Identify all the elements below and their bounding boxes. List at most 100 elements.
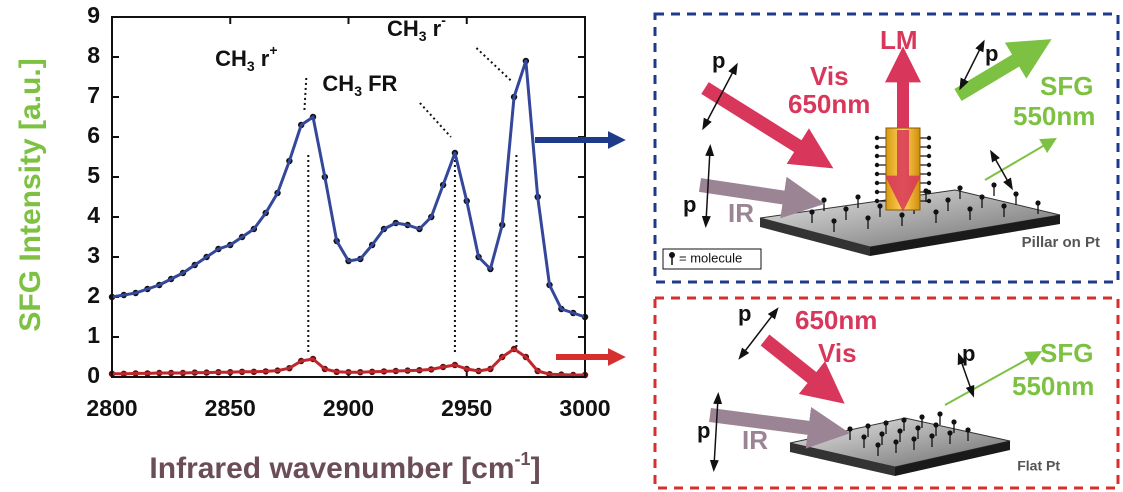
label: p (712, 48, 725, 73)
molecule (965, 427, 971, 433)
molecule (874, 162, 880, 168)
molecule (991, 182, 997, 188)
legend-symbol (669, 252, 675, 258)
molecule (919, 414, 925, 420)
label: p (697, 418, 710, 443)
annotation-sub: 3 (354, 83, 362, 99)
annotation-leader (475, 47, 514, 83)
polarization (990, 149, 1013, 191)
label: Vis (818, 338, 857, 368)
polarization (957, 352, 975, 398)
label: p (985, 41, 998, 66)
molecule (874, 198, 880, 204)
molecule (874, 153, 880, 159)
molecule (911, 436, 917, 442)
annotation-main: CH (215, 46, 247, 71)
label: SFG (1040, 71, 1093, 101)
molecule (874, 135, 880, 141)
annotation-rest: FR (362, 71, 398, 96)
label: 550nm (1013, 101, 1095, 131)
molecule (879, 431, 885, 437)
x-axis-label: Infrared wavenumber [cm-1] (149, 449, 540, 485)
molecule (957, 185, 963, 191)
molecule (899, 212, 905, 218)
substrate-side (790, 443, 895, 476)
polarization (701, 144, 715, 228)
molecule (897, 428, 903, 434)
y-tick-label: 1 (87, 322, 100, 348)
molecule (947, 430, 953, 436)
ir-beam (698, 176, 825, 219)
molecule (847, 426, 853, 432)
y-tick-label: 0 (87, 362, 100, 388)
molecule (926, 189, 932, 195)
molecule (821, 197, 827, 203)
molecule (855, 194, 861, 200)
annotation-rest: r (427, 16, 442, 41)
annotation-main: CH (387, 16, 419, 41)
molecule (865, 215, 871, 221)
x-tick-label: 2900 (323, 395, 374, 421)
molecule (951, 419, 957, 425)
x-tick-label: 2850 (205, 395, 256, 421)
panel-border (653, 12, 1120, 284)
molecule (929, 433, 935, 439)
molecule (967, 206, 973, 212)
y-tick-label: 2 (87, 282, 100, 308)
x-axis-label-end: ] (531, 452, 541, 485)
x-axis-label-text: Infrared wavenumber [cm (149, 452, 514, 485)
y-tick-label: 7 (87, 82, 100, 108)
annotation-leader (419, 102, 452, 138)
molecule (1035, 200, 1041, 206)
panel-border (653, 296, 1120, 490)
annotation-sub: 3 (247, 58, 255, 74)
y-tick-label: 5 (87, 162, 100, 188)
molecule (933, 422, 939, 428)
x-tick-label: 2950 (441, 395, 492, 421)
x-tick-label: 3000 (559, 395, 610, 421)
label: Vis (810, 61, 849, 91)
molecule (877, 203, 883, 209)
pillar-panel: p Vis 650nm LM p SFG 550nm p IR = molecu… (653, 12, 1120, 284)
molecule (926, 198, 932, 204)
label: p (683, 192, 696, 217)
label: LM (880, 25, 918, 55)
molecule (937, 411, 943, 417)
label: IR (728, 198, 754, 228)
molecule (926, 144, 932, 150)
caption: Pillar on Pt (1022, 234, 1100, 251)
y-tick-label: 4 (87, 202, 100, 228)
legend-text: = molecule (679, 250, 742, 265)
molecule (874, 171, 880, 177)
y-tick-label: 9 (87, 2, 100, 28)
molecule (945, 197, 951, 203)
series-line (112, 347, 585, 377)
annotation: CH3 FR (322, 71, 397, 99)
molecule (915, 425, 921, 431)
molecule (831, 218, 837, 224)
molecule (874, 189, 880, 195)
molecule (926, 180, 932, 186)
legend-box (662, 248, 762, 270)
molecule (926, 162, 932, 168)
y-axis-label: SFG Intensity [a.u.] (14, 58, 47, 331)
vis-beam (760, 334, 845, 404)
molecule (883, 420, 889, 426)
molecule (1001, 203, 1007, 209)
annotation-sup: - (441, 12, 446, 28)
label: IR (742, 425, 768, 455)
molecule (843, 206, 849, 212)
x-axis-label-sup: -1 (515, 449, 531, 469)
polarization (738, 307, 779, 360)
annotation: CH3 r+ (215, 42, 277, 74)
substrate-side (895, 441, 1010, 476)
label: 650nm (788, 89, 870, 119)
molecule (865, 423, 871, 429)
x-tick-label: 2800 (86, 395, 137, 421)
label: 650nm (795, 305, 877, 335)
substrate-side (870, 215, 1060, 256)
label: SFG (1040, 338, 1093, 368)
substrate-side (760, 218, 870, 256)
